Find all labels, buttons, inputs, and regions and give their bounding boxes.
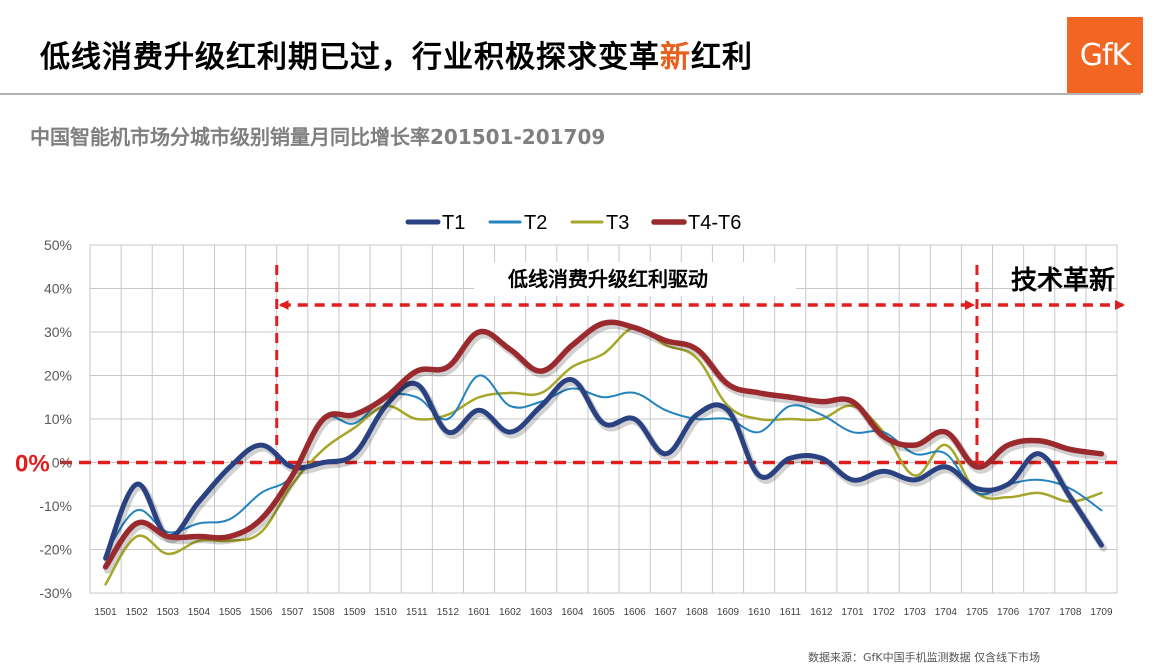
chart-legend: T1 T2 T3 T4-T6 [405,212,741,234]
y-tick-label: 0% [52,455,72,471]
title-highlight: 新 [660,40,691,75]
page-title: 低线消费升级红利期已过，行业积极探求变革新红利 [40,40,753,75]
x-tick-label: 1510 [375,607,398,618]
chart-title: 中国智能机市场分城市级别销量月同比增长率201501-201709 [30,125,606,149]
y-tick-label: -20% [39,542,72,558]
x-tick-label: 1606 [623,607,646,618]
x-tick-label: 1511 [406,607,428,618]
series-shadow [103,321,1108,574]
x-tick-label: 1502 [126,607,149,618]
chart-labels: -30% -20% -10% 0% 10% 20% 30% 40% 50% 1501 1502 150… [15,237,1115,618]
y-tick-label: 10% [44,411,72,427]
y-tick-label: 20% [44,368,72,384]
series-line-T3 [104,326,1103,586]
x-tick-label: 1702 [872,607,895,618]
y-tick-label: 50% [44,237,72,253]
y-tick-label: 40% [44,281,72,297]
x-tick-label: 1506 [250,607,273,618]
x-tick-label: 1701 [841,607,864,618]
y-tick-label: -10% [39,498,72,514]
series-line-T1 [103,377,1104,561]
x-tick-label: 1504 [188,607,211,618]
x-tick-label: 1707 [1028,607,1051,618]
legend-label: T4-T6 [688,212,741,234]
x-tick-label: 1608 [686,607,709,618]
chart-series [102,319,1108,586]
x-tick-label: 1708 [1059,607,1082,618]
x-tick-label: 1603 [530,607,553,618]
y-tick-label: 30% [44,324,72,340]
legend-label: T1 [442,212,465,234]
x-tick-label: 1609 [717,607,740,618]
x-tick-label: 1612 [810,607,833,618]
x-tick-label: 1507 [281,607,304,618]
x-tick-label: 1705 [966,607,989,618]
x-tick-label: 1604 [561,607,584,618]
x-tick-label: 1704 [935,607,958,618]
bonus-period-label: 低线消费升级红利驱动 [507,267,708,291]
x-tick-label: 1508 [312,607,335,618]
gfk-logo: GfK [1067,17,1143,93]
x-tick-label: 1501 [94,607,117,618]
x-tick-label: 1706 [997,607,1020,618]
bonus-label-bg [474,262,796,296]
tech-period-label: 技术革新 [1011,265,1115,296]
legend-label: T3 [606,212,629,234]
data-source-note: 数据来源：GfK中国手机监测数据 仅含线下市场 [808,651,1041,664]
y-tick-label: -30% [39,585,72,601]
x-tick-label: 1703 [904,607,927,618]
x-tick-label: 1610 [748,607,771,618]
header-divider [0,93,1141,95]
x-tick-label: 1605 [592,607,615,618]
x-tick-label: 1503 [157,607,180,618]
x-tick-label: 1601 [468,607,491,618]
x-tick-label: 1509 [343,607,366,618]
x-tick-label: 1602 [499,607,522,618]
x-tick-label: 1611 [779,607,801,618]
x-tick-label: 1607 [655,607,678,618]
x-tick-label: 1709 [1090,607,1113,618]
series-line-T2 [104,374,1103,555]
x-tick-label: 1505 [219,607,242,618]
zero-label: 0% [15,451,50,478]
x-tick-label: 1512 [437,607,460,618]
legend-label: T2 [524,212,547,234]
series-line-T4-T6 [102,319,1105,570]
